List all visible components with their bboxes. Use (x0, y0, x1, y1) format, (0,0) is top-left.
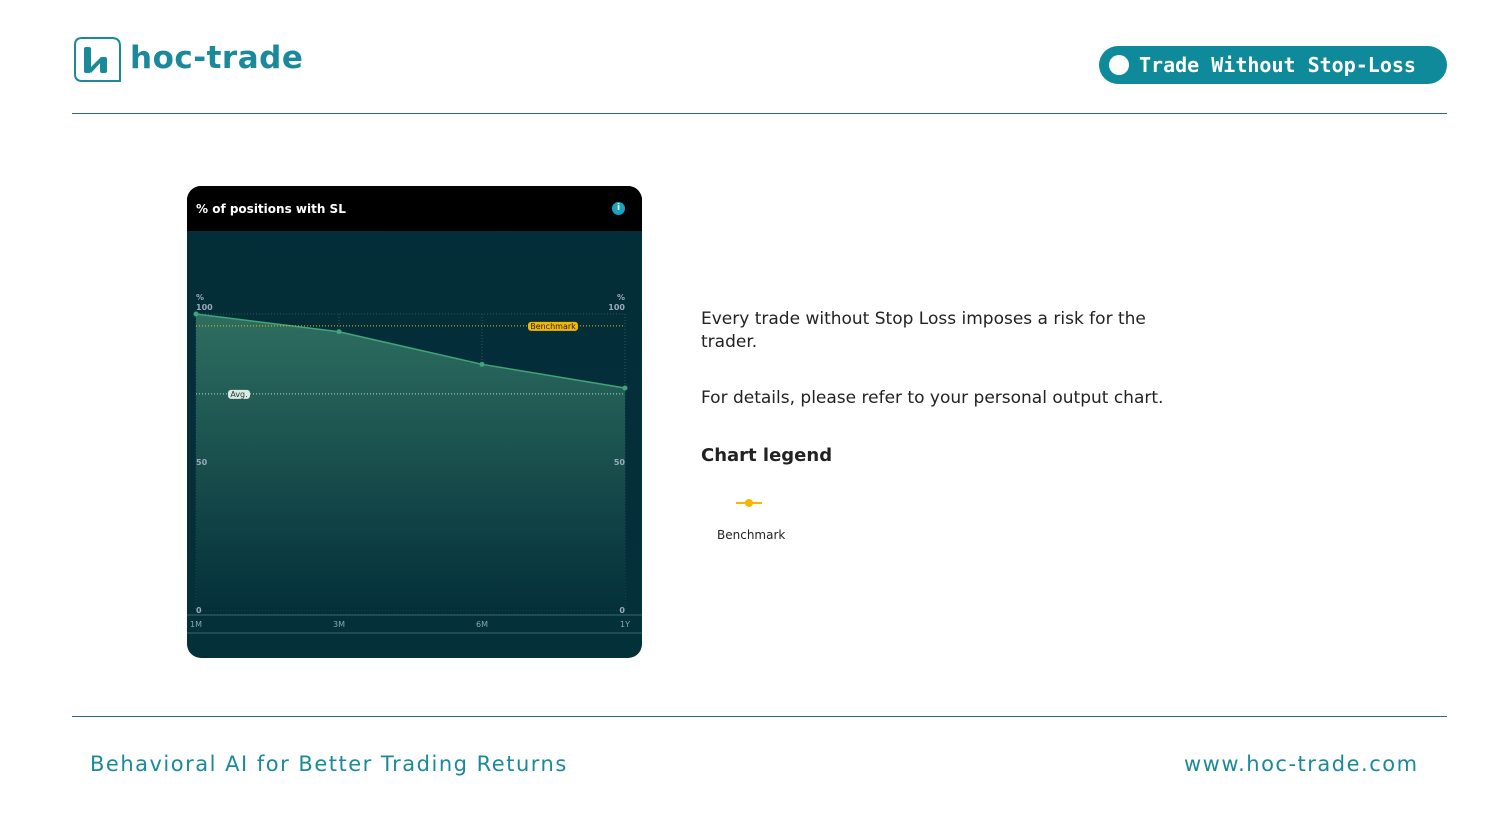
chart-card: % of positions with SL i Benchmark Avg.% 0… (187, 186, 642, 658)
y-tick-label: 50 (196, 458, 208, 467)
y-tick-label: 0 (196, 606, 202, 615)
y-axis-unit: % (617, 293, 625, 302)
average-label: Avg. (230, 390, 247, 399)
data-point (479, 361, 485, 367)
legend-title: Chart legend (701, 445, 833, 466)
topic-badge-label: Trade Without Stop-Loss (1139, 53, 1416, 77)
details-text: For details, please refer to your person… (701, 388, 1164, 408)
y-axis-unit: % (196, 293, 204, 302)
brand-name: hoc-trade (130, 40, 304, 76)
legend-item-benchmark: Benchmark (717, 528, 786, 542)
data-point (336, 329, 342, 335)
y-tick-label: 100 (608, 303, 625, 312)
benchmark-label: Benchmark (530, 322, 576, 331)
logo-icon (74, 37, 121, 82)
benchmark-legend-icon (736, 499, 762, 507)
series-area (196, 314, 625, 610)
x-tick-label: 3M (333, 620, 345, 629)
y-tick-label: 100 (196, 303, 213, 312)
circle-icon (1109, 55, 1129, 75)
risk-text: Every trade without Stop Loss imposes a … (701, 309, 1146, 352)
series-line (195, 313, 626, 389)
data-point (193, 311, 199, 317)
footer-tagline: Behavioral AI for Better Trading Returns (90, 752, 568, 776)
y-tick-label: 0 (619, 606, 625, 615)
data-point (622, 385, 628, 391)
info-icon[interactable]: i (612, 202, 625, 215)
footer-divider (72, 716, 1447, 717)
x-tick-label: 1M (190, 620, 202, 629)
header-divider (72, 113, 1447, 114)
average-label-bg (228, 389, 250, 399)
chart-card-header: % of positions with SL i (187, 186, 642, 231)
topic-badge: Trade Without Stop-Loss (1099, 46, 1447, 84)
benchmark-label-bg (528, 321, 578, 331)
chart-svg: Benchmark Avg.% 0 50 100% 0 50 100 1M 3M 6M 1Y (187, 293, 642, 634)
chart-title: % of positions with SL (196, 201, 346, 216)
y-tick-label: 50 (614, 458, 626, 467)
footer-url[interactable]: www.hoc-trade.com (1184, 752, 1419, 776)
x-tick-label: 1Y (620, 620, 630, 629)
x-tick-label: 6M (476, 620, 488, 629)
